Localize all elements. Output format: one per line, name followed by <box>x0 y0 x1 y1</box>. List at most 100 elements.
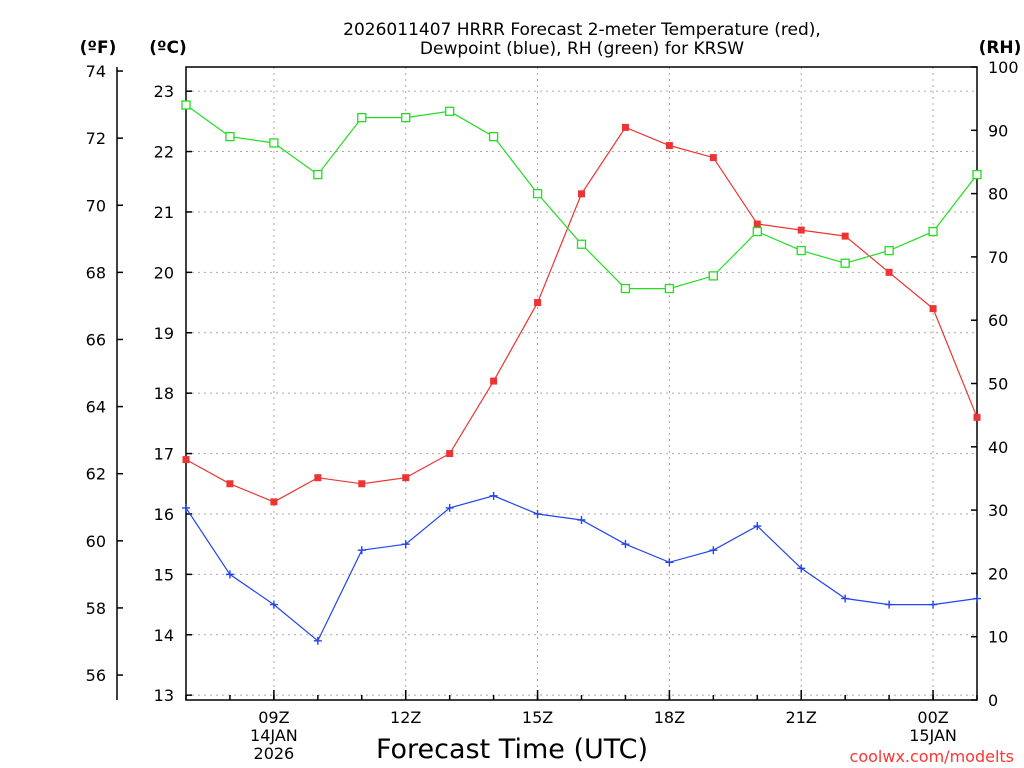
dewpoint-data-point <box>577 516 586 525</box>
rh-tick-label: 0 <box>988 691 998 710</box>
rh-data-point <box>796 245 806 256</box>
dewpoint-data-point <box>225 570 234 579</box>
rh-data-point <box>884 245 894 256</box>
temperature-data-point <box>885 268 893 276</box>
temperature-data-point <box>797 226 805 234</box>
celsius-tick-label: 14 <box>154 626 174 645</box>
temperature-data-point <box>973 413 981 421</box>
celsius-tick-label: 22 <box>154 143 174 162</box>
chart-title-line-1: 2026011407 HRRR Forecast 2-meter Tempera… <box>343 20 821 40</box>
celsius-unit-label: (ºC) <box>149 38 187 58</box>
chart-title: 2026011407 HRRR Forecast 2-meter Tempera… <box>343 20 821 59</box>
credit-label: coolwx.com/modelts <box>850 747 1014 766</box>
fahrenheit-tick-label: 64 <box>86 398 106 417</box>
dewpoint-data-point <box>665 558 674 567</box>
x-date-label: 15JAN <box>909 726 957 745</box>
dewpoint-data-point <box>269 600 278 609</box>
fahrenheit-tick-label: 66 <box>86 330 106 349</box>
dewpoint-data-point <box>709 546 718 555</box>
temperature-data-point <box>753 220 761 228</box>
rh-data-point <box>225 131 235 142</box>
chart-title-line-2: Dewpoint (blue), RH (green) for KRSW <box>420 39 744 59</box>
fahrenheit-tick-label: 60 <box>86 532 106 551</box>
celsius-tick-label: 15 <box>154 565 174 584</box>
dewpoint-data-point <box>182 503 190 512</box>
rh-data-point <box>401 112 411 123</box>
rh-tick-label: 70 <box>988 248 1008 267</box>
dewpoint-data-point <box>885 600 894 609</box>
rh-data-point <box>972 169 982 180</box>
x-tick-label: 12Z <box>390 708 421 727</box>
rh-tick-label: 90 <box>988 121 1008 140</box>
temperature-data-point <box>226 480 234 488</box>
rh-tick-label: 20 <box>988 564 1008 583</box>
data-series <box>181 100 982 645</box>
fahrenheit-tick-label: 62 <box>86 465 106 484</box>
temperature-data-point <box>709 154 717 162</box>
x-axis-title: Forecast Time (UTC) <box>376 734 648 765</box>
axes: 13 14 15 16 17 18 19 20 21 22 23 56 58 60 62 64 66 68 70 72… <box>86 58 1019 763</box>
temperature-data-point <box>621 123 629 131</box>
grid-lines <box>186 67 977 700</box>
dewpoint-data-point <box>489 491 498 500</box>
temperature-series-line <box>185 126 978 503</box>
temperature-data-point <box>358 480 366 488</box>
x-tick-label: 09Z <box>258 708 289 727</box>
rh-data-point <box>532 188 543 199</box>
rh-data-point <box>928 226 938 237</box>
rh-data-point <box>620 283 631 294</box>
rh-tick-label: 10 <box>988 628 1008 647</box>
rh-data-point <box>445 106 455 116</box>
rh-data-point <box>708 271 718 281</box>
celsius-tick-label: 21 <box>154 203 174 222</box>
rh-data-point <box>576 239 587 249</box>
celsius-tick-label: 19 <box>154 324 174 343</box>
temperature-data-point <box>578 190 585 198</box>
x-tick-label: 00Z <box>917 708 948 727</box>
x-tick-label: 15Z <box>522 708 553 727</box>
dewpoint-data-point <box>621 540 630 549</box>
celsius-tick-label: 20 <box>154 263 174 282</box>
temperature-data-point <box>490 377 498 385</box>
rh-data-point <box>269 138 279 148</box>
rh-data-point <box>357 112 367 123</box>
temperature-data-point <box>182 456 190 464</box>
fahrenheit-tick-label: 74 <box>86 62 106 81</box>
rh-tick-label: 60 <box>988 311 1008 330</box>
x-date-label: 2026 <box>254 744 295 763</box>
temperature-data-point <box>314 474 322 482</box>
temperature-data-point <box>841 232 849 240</box>
rh-tick-label: 100 <box>988 58 1019 77</box>
rh-data-point <box>181 100 191 110</box>
dewpoint-data-point <box>929 600 938 609</box>
rh-unit-label: (RH) <box>979 38 1022 58</box>
x-tick-label: 21Z <box>786 708 817 727</box>
celsius-tick-label: 17 <box>154 445 174 464</box>
dewpoint-data-point <box>753 522 762 531</box>
fahrenheit-tick-label: 72 <box>86 129 106 148</box>
rh-tick-label: 80 <box>988 185 1008 204</box>
dewpoint-data-point <box>445 503 454 512</box>
rh-tick-label: 40 <box>988 438 1008 457</box>
fahrenheit-tick-label: 58 <box>86 599 106 618</box>
rh-tick-label: 50 <box>988 375 1008 394</box>
dewpoint-data-point <box>797 564 806 573</box>
dewpoint-data-point <box>841 594 850 603</box>
temperature-data-point <box>402 474 410 482</box>
dewpoint-data-point <box>401 540 410 549</box>
dewpoint-data-point <box>533 509 542 518</box>
temperature-data-point <box>270 498 278 506</box>
rh-data-point <box>313 169 323 180</box>
fahrenheit-tick-label: 70 <box>86 196 106 215</box>
x-tick-label: 18Z <box>654 708 685 727</box>
temperature-data-point <box>534 299 542 307</box>
fahrenheit-unit-label: (ºF) <box>80 38 117 58</box>
dewpoint-data-point <box>313 636 322 645</box>
rh-data-point <box>840 258 850 268</box>
celsius-tick-label: 13 <box>154 686 174 705</box>
rh-data-point <box>488 131 499 142</box>
temperature-data-point <box>665 142 673 150</box>
temperature-data-point <box>446 450 454 458</box>
dewpoint-data-point <box>973 594 981 603</box>
